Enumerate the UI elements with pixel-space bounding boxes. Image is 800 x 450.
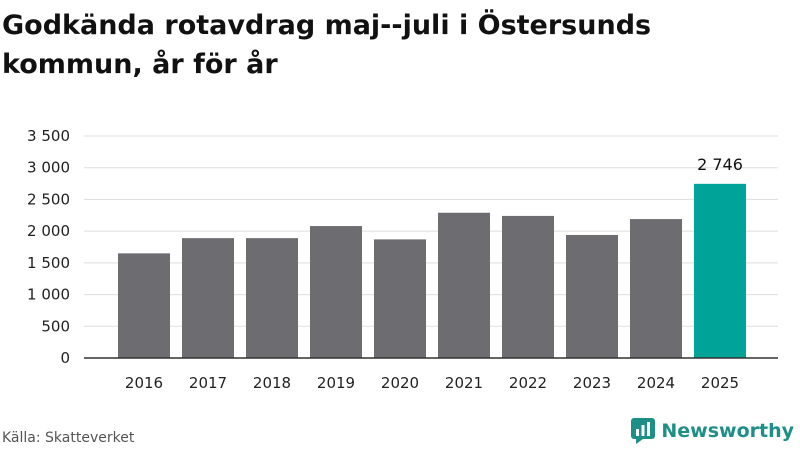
chart-title: Godkända rotavdrag maj--juli i Östersund… xyxy=(2,10,652,80)
y-tick-label: 3 000 xyxy=(27,159,70,177)
newsworthy-logo[interactable]: Newsworthy xyxy=(631,418,794,444)
bar-2016 xyxy=(118,253,170,358)
y-tick-label: 2 000 xyxy=(27,222,70,240)
y-tick-label: 1 500 xyxy=(27,254,70,272)
x-tick-label: 2023 xyxy=(573,374,611,392)
x-tick-label: 2025 xyxy=(701,374,739,392)
bar-2019 xyxy=(310,226,362,358)
newsworthy-logo-text: Newsworthy xyxy=(661,420,794,442)
data-label: 2 746 xyxy=(697,155,743,174)
x-tick-label: 2020 xyxy=(381,374,419,392)
y-axis-tick-labels: 0 500 1 000 1 500 2 000 2 500 3 000 3 500 xyxy=(27,127,70,367)
bar-2024 xyxy=(630,219,682,358)
bar-2020 xyxy=(374,239,426,358)
x-tick-label: 2022 xyxy=(509,374,547,392)
bar-2023 xyxy=(566,234,618,358)
x-tick-label: 2024 xyxy=(637,374,675,392)
y-tick-label: 2 500 xyxy=(27,190,70,208)
y-tick-label: 3 500 xyxy=(27,127,70,145)
bar-2025 xyxy=(694,183,746,358)
bar-2022 xyxy=(502,215,554,358)
x-tick-label: 2021 xyxy=(445,374,483,392)
bars xyxy=(118,183,746,358)
x-tick-label: 2019 xyxy=(317,374,355,392)
bar-2021 xyxy=(438,212,490,358)
source-note: Källa: Skatteverket xyxy=(2,430,135,446)
y-tick-label: 0 xyxy=(60,349,70,367)
x-tick-label: 2016 xyxy=(125,374,163,392)
x-axis-tick-labels: 2016 2017 2018 2019 2020 2021 2022 2023 2024 2025 xyxy=(125,374,739,392)
newsworthy-logo-icon xyxy=(631,418,656,444)
bar-2017 xyxy=(182,238,234,358)
y-tick-label: 1 000 xyxy=(27,286,70,304)
x-tick-label: 2017 xyxy=(189,374,227,392)
data-labels: 2 746 xyxy=(697,155,743,174)
x-tick-label: 2018 xyxy=(253,374,291,392)
y-tick-label: 500 xyxy=(41,317,70,335)
bar-2018 xyxy=(246,238,298,358)
